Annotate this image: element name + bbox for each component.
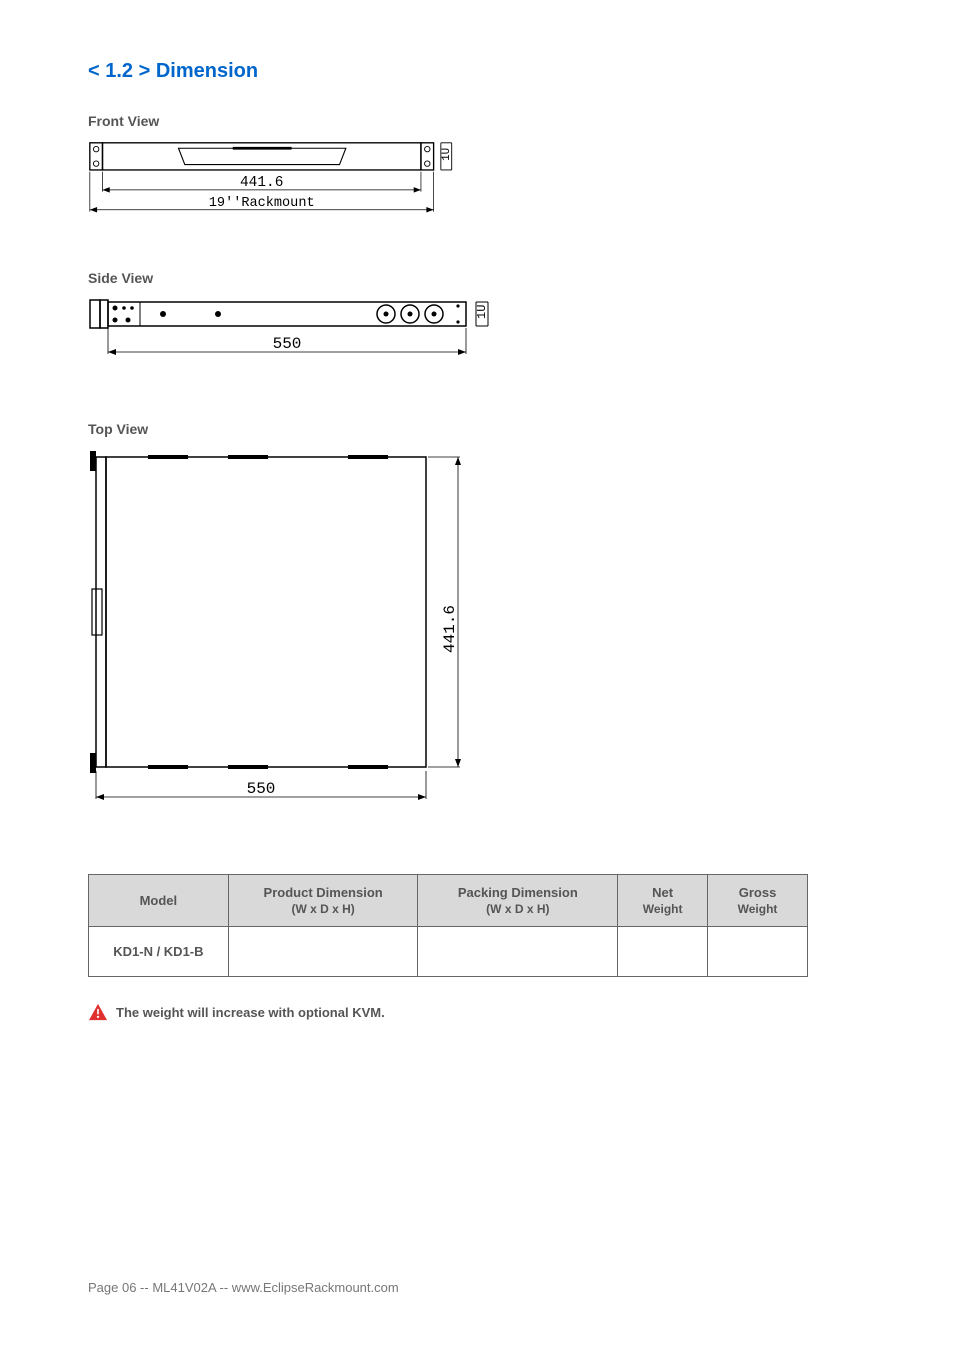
th-prod-dim: Product Dimension(W x D x H) [228,875,418,927]
side-view-block: Side View 1U 5 [88,270,866,373]
warning-icon [88,1003,108,1021]
top-view-label: Top View [88,421,866,437]
top-view-diagram: 441.6 550 [88,449,488,809]
cell-pack-dim [418,927,618,977]
section-title: < 1.2 > Dimension [88,60,866,83]
cell-gross-w [708,927,808,977]
front-view-block: Front View 1U 441.6 [88,113,866,222]
top-view-block: Top View 441.6 550 [88,421,866,814]
dimension-table: Model Product Dimension(W x D x H) Packi… [88,874,808,977]
th-net-w: NetWeight [618,875,708,927]
th-pack-dim: Packing Dimension(W x D x H) [418,875,618,927]
cell-prod-dim [228,927,418,977]
th-gross-w: GrossWeight [708,875,808,927]
front-height-dim: 1U [441,148,453,161]
th-model: Model [89,875,229,927]
front-rack-label: 19''Rackmount [209,196,315,211]
cell-net-w [618,927,708,977]
note-row: The weight will increase with optional K… [88,1003,866,1021]
side-view-diagram: 1U 550 [88,298,508,368]
cell-model: KD1-N / KD1-B [89,927,229,977]
side-depth-dim: 550 [273,335,302,353]
top-depth-dim: 550 [247,780,276,798]
front-view-label: Front View [88,113,866,129]
top-width-dim: 441.6 [441,605,459,653]
front-view-diagram: 1U 441.6 19''Rackmount [88,141,468,222]
note-text: The weight will increase with optional K… [116,1005,385,1020]
side-height-dim: 1U [475,305,489,319]
front-width-dim: 441.6 [240,175,283,191]
page-footer: Page 06 -- ML41V02A -- www.EclipseRackmo… [88,1280,399,1295]
side-view-label: Side View [88,270,866,286]
table-row: KD1-N / KD1-B [89,927,808,977]
table-header-row: Model Product Dimension(W x D x H) Packi… [89,875,808,927]
